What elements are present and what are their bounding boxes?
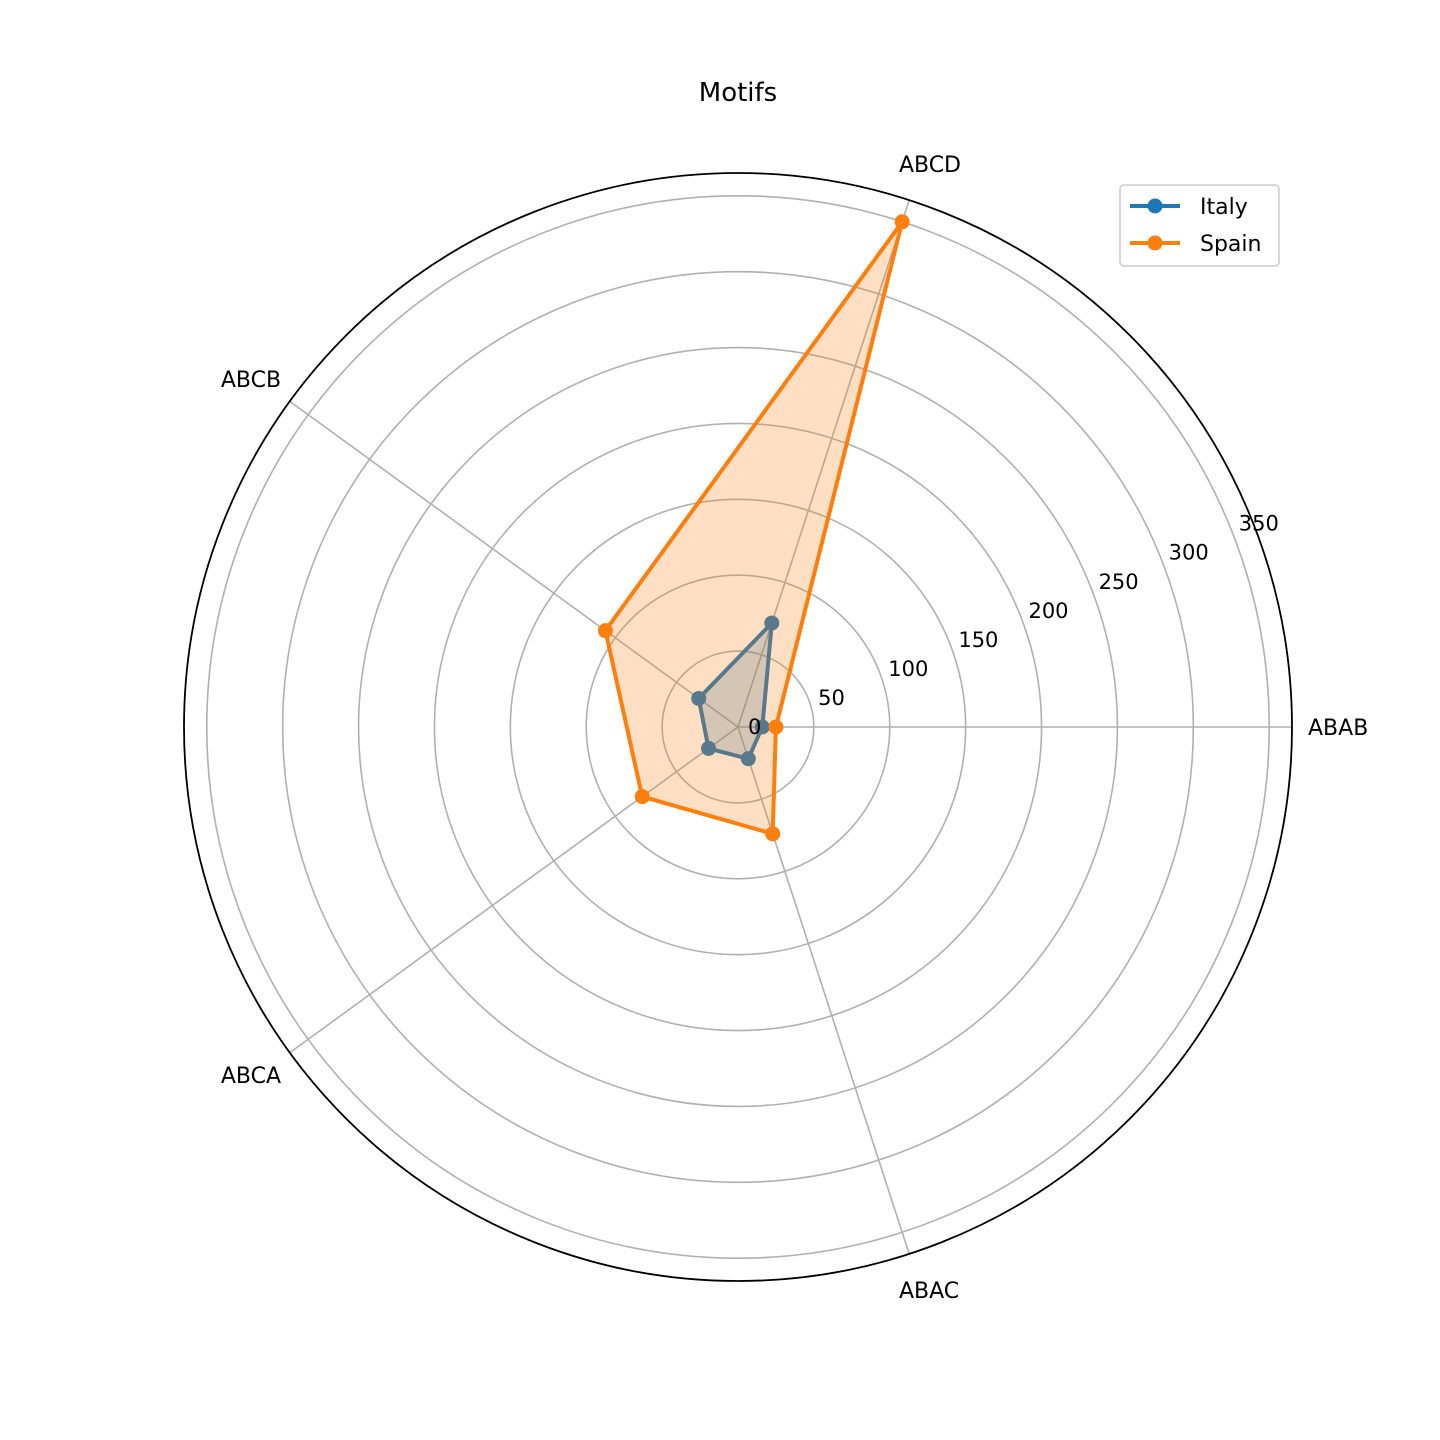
- chart-title: Motifs: [699, 78, 777, 108]
- spoke-line: [289, 400, 739, 728]
- spoke-line: [289, 726, 739, 1054]
- spoke-line: [737, 726, 910, 1255]
- legend: Italy Spain: [1119, 184, 1280, 267]
- r-tick-label: 50: [818, 686, 845, 710]
- category-label: ABCB: [221, 368, 281, 393]
- r-tick-label: 250: [1099, 570, 1139, 594]
- series-layer: [597, 214, 910, 842]
- data-point-spain: [894, 214, 910, 230]
- category-label: ABAC: [899, 1279, 959, 1304]
- data-point-italy: [701, 740, 717, 756]
- category-label: ABAB: [1308, 716, 1368, 741]
- r-tick-label: 150: [958, 628, 998, 652]
- series-fill-italy: [698, 623, 772, 759]
- data-point-italy: [740, 751, 756, 767]
- series-fill-spain: [605, 221, 903, 834]
- data-point-spain: [634, 789, 650, 805]
- data-point-italy: [754, 719, 770, 735]
- r-tick-label: 300: [1169, 541, 1209, 565]
- data-point-spain: [597, 623, 613, 639]
- category-label: ABCA: [221, 1064, 281, 1089]
- category-label: ABCD: [899, 153, 961, 178]
- legend-label-italy: Italy: [1200, 195, 1248, 220]
- spoke-line: [737, 199, 910, 728]
- series-line-spain: [603, 219, 905, 836]
- data-point-italy: [764, 615, 780, 631]
- data-point-italy: [691, 690, 707, 706]
- legend-label-spain: Spain: [1200, 232, 1261, 257]
- r-tick-label: 200: [1028, 599, 1068, 623]
- data-point-spain: [768, 719, 784, 735]
- outer-frame: [183, 172, 1293, 1282]
- r-tick-label: 0: [748, 715, 761, 739]
- legend-marker-spain: [1147, 235, 1163, 251]
- data-point-spain: [765, 826, 781, 842]
- r-tick-label: 350: [1239, 512, 1279, 536]
- legend-marker-italy: [1147, 198, 1163, 214]
- polar-grid: [183, 172, 1293, 1282]
- label-layer: 0 50 100 150 200 250 300 350 ABAB ABCD ABCB ABCA ABA…: [221, 153, 1368, 1304]
- r-tick-label: 100: [888, 657, 928, 681]
